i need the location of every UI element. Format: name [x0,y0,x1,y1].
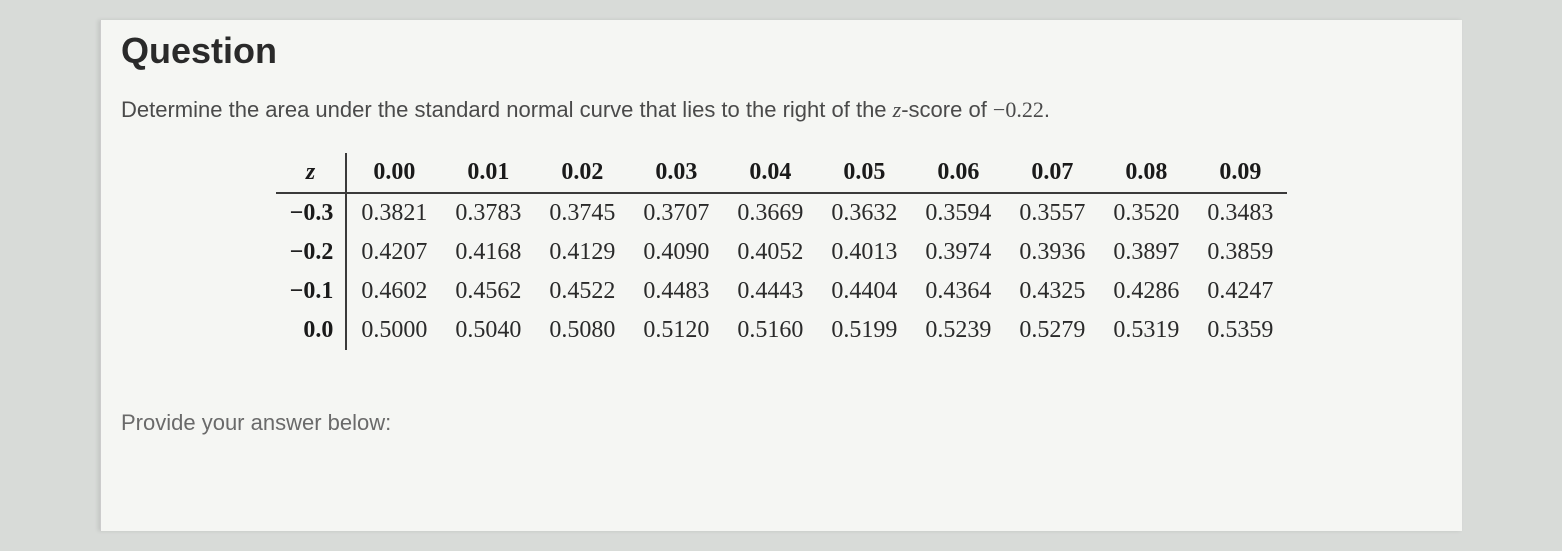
table-cell: 0.4602 [346,272,441,311]
col-header: 0.05 [817,153,911,193]
table-cell: 0.4090 [629,233,723,272]
table-cell: 0.4052 [723,233,817,272]
table-cell: 0.4364 [911,272,1005,311]
z-table-container: z 0.00 0.01 0.02 0.03 0.04 0.05 0.06 0.0… [121,153,1442,350]
table-cell: 0.4286 [1099,272,1193,311]
table-cell: 0.4247 [1193,272,1287,311]
prompt-suffix: . [1044,97,1050,122]
table-cell: 0.3557 [1005,193,1099,233]
row-label: 0.0 [276,311,347,350]
table-cell: 0.5319 [1099,311,1193,350]
table-cell: 0.4129 [535,233,629,272]
table-cell: 0.3520 [1099,193,1193,233]
table-cell: 0.5080 [535,311,629,350]
prompt-prefix: Determine the area under the standard no… [121,97,893,122]
table-cell: 0.4522 [535,272,629,311]
row-label: −0.1 [276,272,347,311]
table-cell: 0.4325 [1005,272,1099,311]
table-cell: 0.5120 [629,311,723,350]
table-row: −0.3 0.3821 0.3783 0.3745 0.3707 0.3669 … [276,193,1288,233]
content-wrapper: Question Determine the area under the st… [100,20,1462,531]
table-cell: 0.3632 [817,193,911,233]
table-cell: 0.5040 [441,311,535,350]
table-cell: 0.4404 [817,272,911,311]
table-cell: 0.3745 [535,193,629,233]
table-cell: 0.5160 [723,311,817,350]
table-cell: 0.4562 [441,272,535,311]
question-title: Question [121,30,1442,72]
col-header: 0.04 [723,153,817,193]
table-row: −0.2 0.4207 0.4168 0.4129 0.4090 0.4052 … [276,233,1288,272]
row-label: −0.2 [276,233,347,272]
table-cell: 0.3821 [346,193,441,233]
table-row: −0.1 0.4602 0.4562 0.4522 0.4483 0.4443 … [276,272,1288,311]
z-table: z 0.00 0.01 0.02 0.03 0.04 0.05 0.06 0.0… [276,153,1288,350]
table-cell: 0.4207 [346,233,441,272]
col-header: 0.08 [1099,153,1193,193]
table-cell: 0.4168 [441,233,535,272]
table-cell: 0.3783 [441,193,535,233]
prompt-value: −0.22 [993,97,1044,122]
table-cell: 0.5279 [1005,311,1099,350]
table-cell: 0.3483 [1193,193,1287,233]
table-cell: 0.4443 [723,272,817,311]
table-cell: 0.3974 [911,233,1005,272]
table-cell: 0.5000 [346,311,441,350]
col-header: 0.09 [1193,153,1287,193]
z-header: z [276,153,347,193]
prompt-var: z [893,97,902,122]
col-header: 0.02 [535,153,629,193]
table-cell: 0.4483 [629,272,723,311]
col-header: 0.01 [441,153,535,193]
table-cell: 0.3669 [723,193,817,233]
col-header: 0.06 [911,153,1005,193]
answer-prompt: Provide your answer below: [121,410,1442,436]
question-prompt: Determine the area under the standard no… [121,97,1442,123]
table-cell: 0.5239 [911,311,1005,350]
table-cell: 0.3897 [1099,233,1193,272]
table-cell: 0.4013 [817,233,911,272]
table-cell: 0.3707 [629,193,723,233]
row-label: −0.3 [276,193,347,233]
table-row: 0.0 0.5000 0.5040 0.5080 0.5120 0.5160 0… [276,311,1288,350]
table-header-row: z 0.00 0.01 0.02 0.03 0.04 0.05 0.06 0.0… [276,153,1288,193]
prompt-mid: -score of [901,97,993,122]
table-cell: 0.5359 [1193,311,1287,350]
table-cell: 0.3936 [1005,233,1099,272]
table-cell: 0.3594 [911,193,1005,233]
col-header: 0.00 [346,153,441,193]
table-cell: 0.5199 [817,311,911,350]
col-header: 0.07 [1005,153,1099,193]
col-header: 0.03 [629,153,723,193]
table-cell: 0.3859 [1193,233,1287,272]
